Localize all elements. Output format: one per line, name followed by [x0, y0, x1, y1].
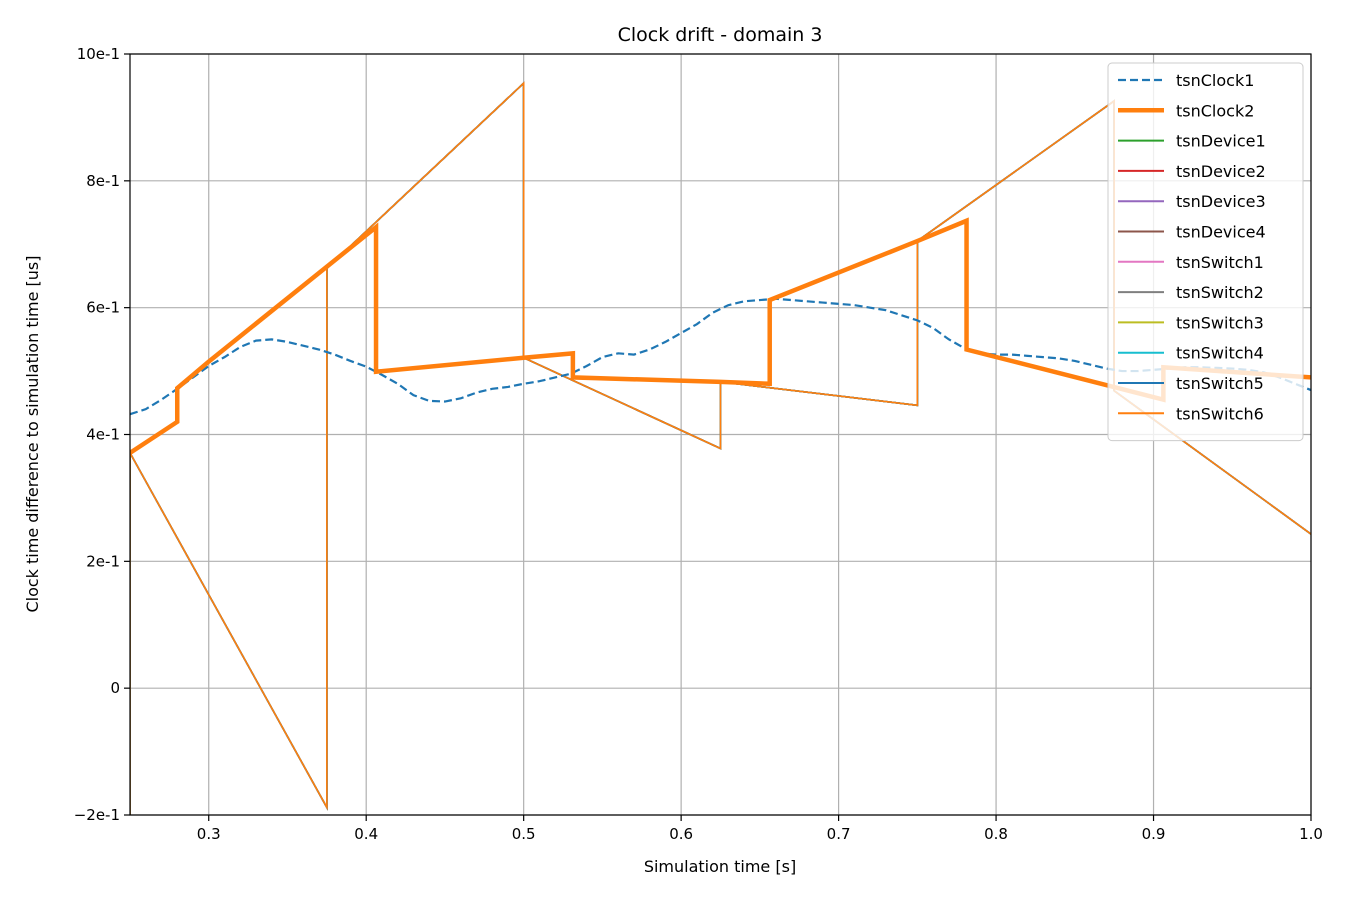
legend: tsnClock1 tsnClock2 tsnDevice1 tsnDevice2 ts…: [1107, 62, 1304, 442]
y-axis-ticks: −2e-1 0 2e-1 4e-1 6e-1 8e-1 10e-1: [74, 45, 130, 824]
x-tick-label: 0.4: [354, 825, 378, 843]
y-tick-label: 2e-1: [86, 552, 120, 570]
x-tick-label: 0.5: [512, 825, 536, 843]
y-tick-label: −2e-1: [74, 806, 120, 824]
chart-title: Clock drift - domain 3: [618, 24, 823, 46]
x-tick-label: 0.8: [984, 825, 1008, 843]
x-tick-label: 1.0: [1299, 825, 1323, 843]
legend-label: tsnSwitch1: [1176, 253, 1264, 272]
legend-label: tsnClock2: [1176, 101, 1254, 120]
legend-label: tsnDevice2: [1176, 162, 1266, 181]
legend-label: tsnClock1: [1176, 71, 1254, 90]
y-axis-label: Clock time difference to simulation time…: [23, 255, 42, 612]
legend-label: tsnSwitch5: [1176, 374, 1264, 393]
x-axis-label: Simulation time [s]: [644, 857, 796, 876]
y-tick-label: 4e-1: [86, 426, 120, 444]
legend-label: tsnDevice4: [1176, 223, 1266, 242]
x-tick-label: 0.7: [827, 825, 851, 843]
x-tick-label: 0.6: [669, 825, 693, 843]
y-tick-label: 10e-1: [77, 45, 120, 63]
legend-box: [1107, 62, 1304, 442]
series-line-tsnClock2: [130, 217, 1311, 455]
x-tick-label: 0.9: [1142, 825, 1166, 843]
legend-label: tsnSwitch3: [1176, 313, 1264, 332]
legend-label: tsnDevice3: [1176, 192, 1266, 211]
y-tick-label: 0: [110, 679, 120, 697]
legend-label: tsnSwitch6: [1176, 404, 1264, 423]
y-tick-label: 8e-1: [86, 172, 120, 190]
legend-label: tsnSwitch4: [1176, 344, 1264, 363]
legend-label: tsnDevice1: [1176, 132, 1266, 151]
legend-label: tsnSwitch2: [1176, 283, 1264, 302]
x-tick-label: 0.3: [197, 825, 221, 843]
y-tick-label: 6e-1: [86, 299, 120, 317]
x-axis-ticks: 0.3 0.4 0.5 0.6 0.7 0.8 0.9 1.0: [197, 815, 1323, 843]
